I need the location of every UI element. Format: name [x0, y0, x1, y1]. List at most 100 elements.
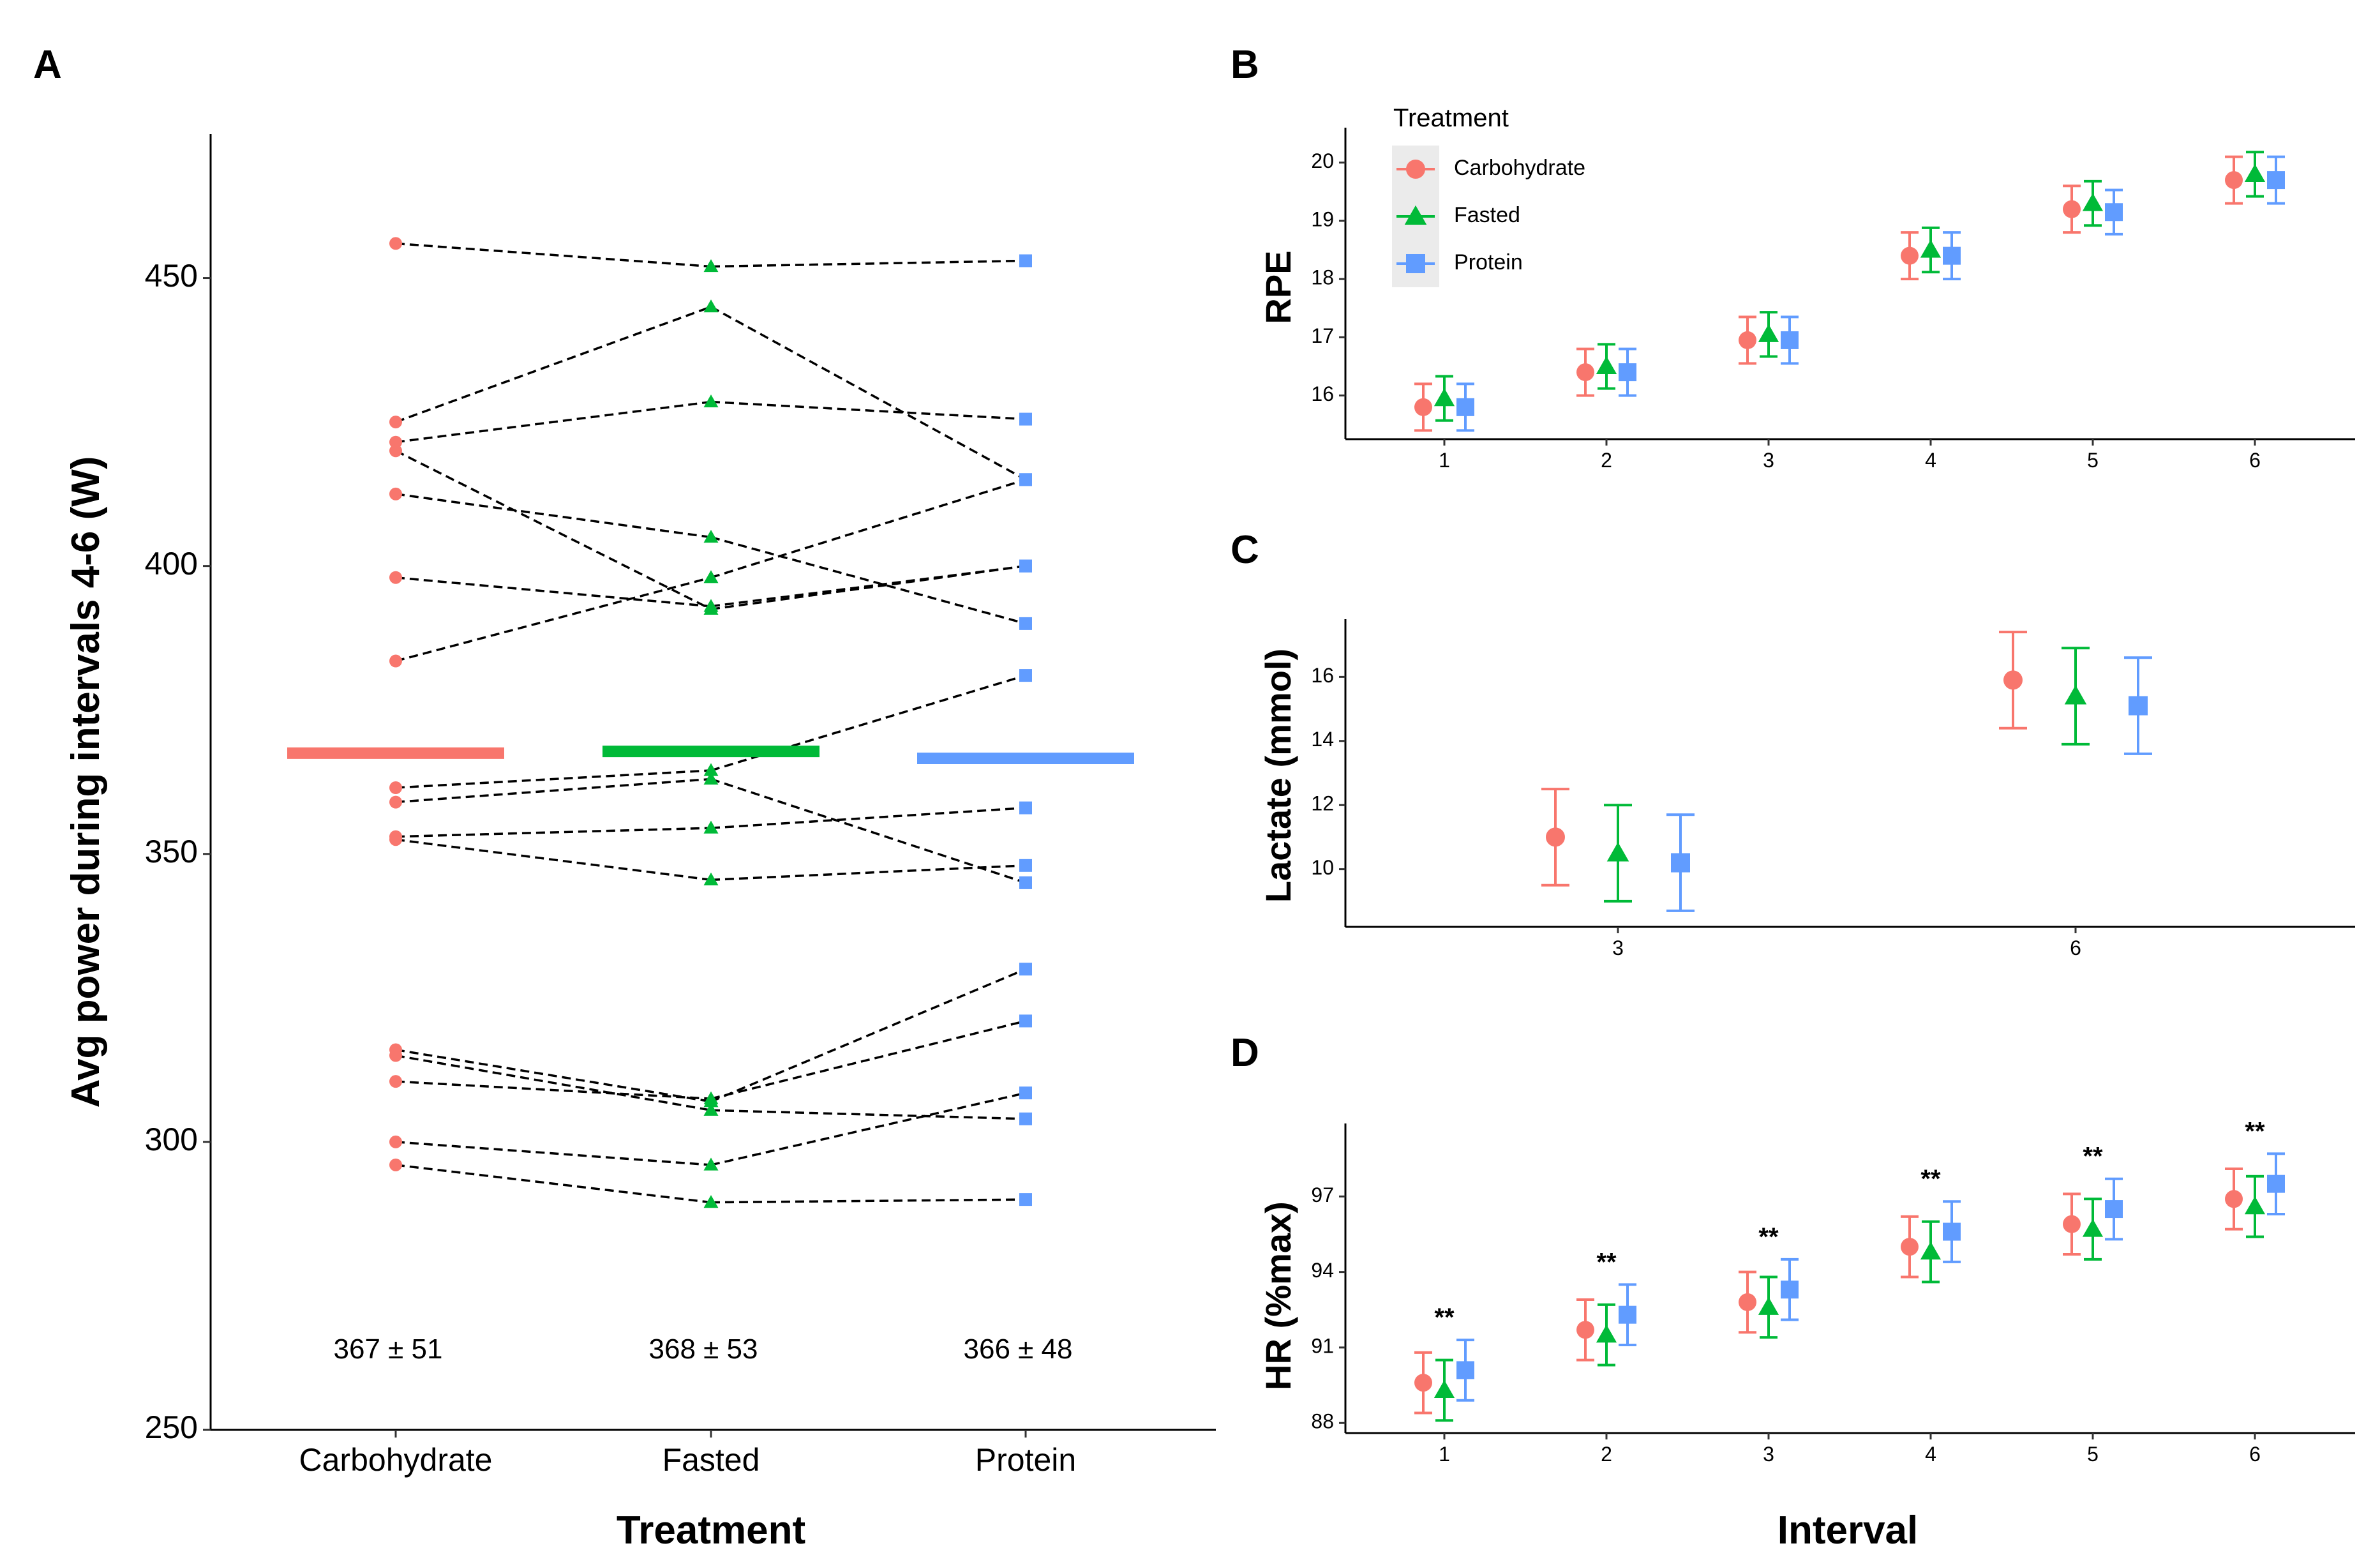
legend-label-fasted: Fasted — [1454, 203, 1520, 227]
panel-b-x-tick-label: 3 — [1763, 449, 1774, 472]
participant-line — [395, 777, 712, 804]
participant-line — [395, 827, 712, 838]
participant-line — [395, 1048, 712, 1103]
participant-line — [710, 478, 1026, 579]
point-fasted — [703, 820, 719, 834]
panel-d-x-tick-label: 2 — [1601, 1443, 1612, 1466]
point-protein — [1619, 1305, 1636, 1324]
point-fasted — [1596, 1325, 1617, 1343]
point-fasted — [703, 530, 719, 543]
participant-line — [710, 564, 1026, 611]
panel-b-x-tick-label: 5 — [2087, 449, 2099, 472]
participant-line — [710, 1019, 1026, 1100]
panel-c-y-tick-label: 12 — [1311, 792, 1334, 815]
point-fasted — [703, 1157, 719, 1171]
panel-a-summaries: 367 ± 51 368 ± 53 366 ± 48 — [334, 1333, 1073, 1365]
participant-line — [710, 674, 1026, 772]
panel-c-axes: 10 12 14 16 3 6 — [1311, 619, 2355, 959]
panel-b: B 16 17 18 19 20 1 2 3 4 5 6 RPE Treatment Carbohy… — [1231, 43, 2355, 472]
point-carbohydrate — [2063, 200, 2081, 218]
panel-a-axes: 250 300 350 400 450 Carbohydrate Fasted Protein — [145, 134, 1216, 1478]
participant-line — [710, 400, 1026, 421]
point-carbohydrate — [1901, 246, 1919, 265]
point-fasted — [2082, 1219, 2104, 1237]
panel-b-legend: Treatment Carbohydrate Fasted Protein — [1392, 104, 1585, 287]
participant-line — [395, 1164, 712, 1204]
panel-a-y-tick-label: 400 — [145, 546, 198, 582]
panel-b-y-tick-label: 16 — [1311, 382, 1334, 405]
point-carbohydrate — [389, 1158, 402, 1171]
legend-label-carbohydrate: Carbohydrate — [1454, 156, 1585, 180]
panel-c-y-tick-label: 10 — [1311, 856, 1334, 879]
panel-d-y-tick-label: 91 — [1311, 1334, 1334, 1357]
panel-b-x-tick-label: 2 — [1601, 449, 1612, 472]
panel-b-letter: B — [1231, 43, 1259, 87]
point-protein — [1671, 853, 1690, 873]
significance-marker: ** — [1596, 1248, 1617, 1276]
point-fasted — [703, 1091, 719, 1104]
point-fasted — [703, 570, 719, 583]
point-fasted — [1758, 1296, 1779, 1315]
participant-line — [710, 564, 1026, 608]
point-protein — [2267, 1175, 2285, 1193]
participant-line — [710, 968, 1026, 1103]
panel-d-y-tick-label: 94 — [1311, 1259, 1334, 1282]
point-fasted — [2244, 1196, 2266, 1215]
point-carbohydrate — [389, 487, 402, 500]
point-protein — [1781, 1280, 1799, 1299]
participant-line — [395, 1141, 712, 1166]
point-carbohydrate — [1576, 363, 1594, 382]
panel-a-x-title: Treatment — [617, 1508, 805, 1552]
participant-line — [710, 1092, 1026, 1166]
significance-marker: ** — [1434, 1303, 1455, 1332]
panel-d-x-tick-label: 3 — [1763, 1443, 1774, 1466]
participant-line — [710, 306, 1026, 481]
panel-d-significance: ** ** ** ** ** ** — [1434, 1117, 2265, 1332]
summary-label-fasted: 368 ± 53 — [649, 1333, 758, 1365]
participant-line — [710, 864, 1026, 882]
panel-a-y-tick-label: 250 — [145, 1409, 198, 1445]
panel-d-y-title: HR (%max) — [1258, 1201, 1298, 1390]
point-carbohydrate — [1414, 398, 1432, 416]
point-fasted — [703, 763, 719, 776]
point-carbohydrate — [2225, 1190, 2243, 1208]
point-fasted — [1758, 324, 1779, 342]
panel-a-x-tick-label: Carbohydrate — [299, 1442, 493, 1478]
point-carbohydrate — [389, 781, 402, 795]
panel-b-x-tick-label: 6 — [2249, 449, 2261, 472]
point-carbohydrate — [1546, 827, 1565, 847]
participant-line — [395, 400, 712, 444]
point-carbohydrate — [1739, 331, 1756, 349]
point-fasted — [703, 599, 719, 612]
participant-line — [395, 1080, 712, 1100]
point-protein — [1943, 246, 1961, 265]
point-carbohydrate — [389, 654, 402, 668]
point-protein — [1781, 331, 1799, 349]
point-carbohydrate — [389, 833, 402, 846]
panel-a-mean-bars — [287, 746, 1134, 765]
summary-label-carbohydrate: 367 ± 51 — [334, 1333, 443, 1365]
point-carbohydrate — [389, 444, 402, 458]
panel-a-y-tick-label: 450 — [145, 258, 198, 294]
panel-d-x-title: Interval — [1778, 1508, 1919, 1552]
point-fasted — [2064, 685, 2087, 705]
participant-line — [395, 769, 712, 789]
point-fasted — [703, 1195, 719, 1208]
summary-label-protein: 366 ± 48 — [964, 1333, 1073, 1365]
significance-marker: ** — [2245, 1117, 2265, 1145]
panel-d-x-tick-label: 6 — [2249, 1443, 2261, 1466]
point-carbohydrate — [1739, 1293, 1756, 1311]
panel-d-y-tick-label: 88 — [1311, 1410, 1334, 1433]
legend-key-carbohydrate — [1406, 160, 1425, 179]
point-protein — [1019, 254, 1032, 267]
legend-key-fasted — [1404, 205, 1427, 225]
point-protein — [2129, 696, 2148, 716]
panel-c: C 10 12 14 16 3 6 Lactate (mmol) — [1231, 528, 2355, 959]
participant-line — [395, 449, 712, 610]
point-fasted — [2244, 163, 2266, 183]
point-carbohydrate — [1414, 1374, 1432, 1392]
point-fasted — [703, 872, 719, 886]
panel-d-y-tick-label: 97 — [1311, 1183, 1334, 1206]
panel-d-axes: 88 91 94 97 1 2 3 4 5 6 — [1311, 1123, 2355, 1466]
